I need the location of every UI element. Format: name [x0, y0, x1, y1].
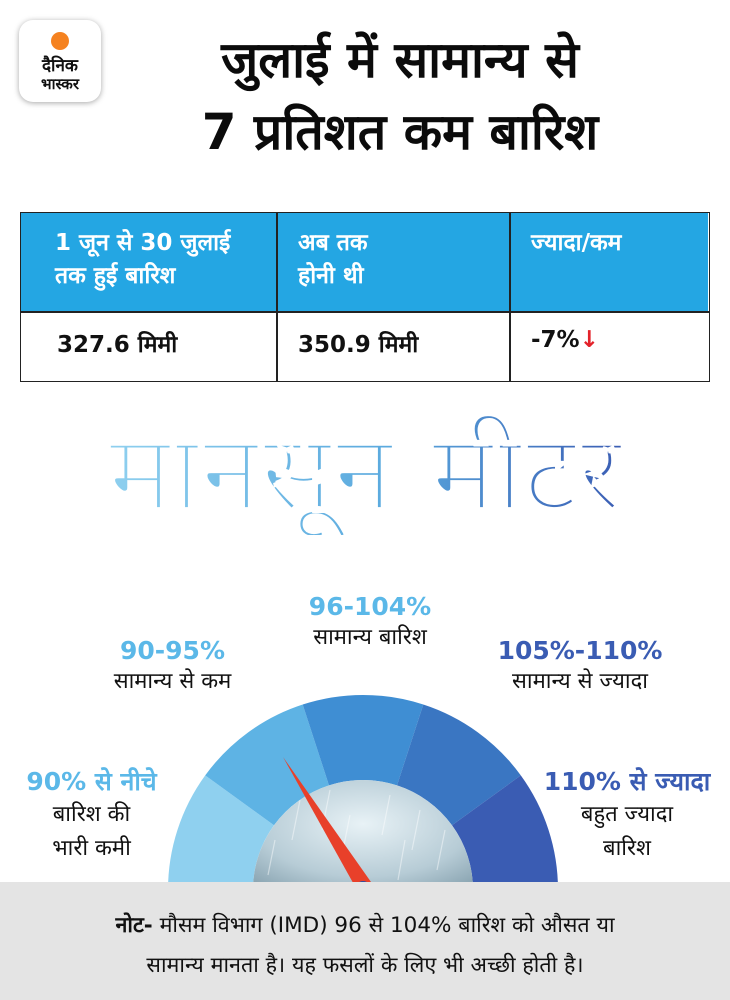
table-divider: [509, 213, 511, 381]
headline-line2: 7 प्रतिशत कम बारिश: [201, 103, 599, 161]
gauge-segment-normal: [302, 694, 424, 786]
table-value-expected: 350.9 मिमी: [298, 332, 419, 358]
table-divider: [276, 213, 278, 381]
label-above-desc: सामान्य से ज्यादा: [512, 669, 648, 694]
table-value-actual: 327.6 मिमी: [57, 332, 178, 358]
down-arrow-icon: ↓: [579, 327, 599, 353]
table-header-difference-line1: ज्यादा/कम: [531, 230, 622, 256]
rain-image: [253, 780, 473, 890]
label-normal-desc: सामान्य बारिश: [313, 625, 427, 650]
logo-text-line2: भास्कर: [41, 75, 79, 93]
gauge-segment-above: [397, 704, 521, 826]
table-value-difference: -7%↓: [509, 311, 708, 381]
label-very-low-pct: 90% से नीचे: [26, 767, 157, 796]
label-very-high: 110% से ज्यादा बहुत ज्यादा बारिश: [528, 764, 726, 866]
table-header-expected-line1: अब तक: [298, 230, 368, 256]
gauge-segment-below: [205, 704, 329, 826]
label-very-low-desc2: भारी कमी: [52, 836, 131, 861]
note-text-line1: मौसम विभाग (IMD) 96 से 104% बारिश को औसत…: [159, 913, 615, 938]
gauge-needle: [283, 757, 371, 890]
headline: जुलाई में सामान्य से 7 प्रतिशत कम बारिश: [110, 24, 690, 168]
label-very-low-desc1: बारिश की: [52, 802, 131, 827]
label-very-high-pct: 110% से ज्यादा: [543, 767, 711, 796]
gauge-segment-very-high: [452, 775, 559, 890]
note-text-line2: सामान्य मानता है। यह फसलों के लिए भी अच्…: [146, 953, 584, 978]
table-header-expected-line2: होनी थी: [298, 263, 364, 289]
note-box: नोट- मौसम विभाग (IMD) 96 से 104% बारिश क…: [0, 882, 730, 1000]
monsoon-meter-text: मानसून मीटर: [106, 415, 626, 535]
label-below-pct: 90-95%: [119, 636, 225, 665]
monsoon-meter-title: मानसून मीटर: [105, 415, 628, 535]
rainfall-stats-table: 1 जून से 30 जुलाई तक हुई बारिश अब तक होन…: [20, 212, 710, 382]
table-header-difference: ज्यादा/कम: [509, 213, 708, 311]
label-below: 90-95% सामान्य से कम: [60, 636, 285, 699]
label-very-low: 90% से नीचे बारिश की भारी कमी: [4, 764, 179, 866]
note-prefix: नोट-: [115, 913, 153, 938]
label-below-desc: सामान्य से कम: [113, 669, 232, 694]
logo-text-line1: दैनिक: [42, 56, 78, 76]
headline-line1: जुलाई में सामान्य से: [221, 31, 579, 89]
gauge-segment-very-low: [168, 775, 274, 890]
difference-value: -7%: [531, 327, 580, 353]
sun-icon: [51, 32, 69, 50]
dainik-bhaskar-logo: दैनिक भास्कर: [19, 20, 101, 102]
table-header-actual-line2: तक हुई बारिश: [55, 263, 176, 289]
label-above: 105%-110% सामान्य से ज्यादा: [460, 636, 700, 699]
label-very-high-desc1: बहुत ज्यादा: [580, 802, 674, 827]
table-header-actual: 1 जून से 30 जुलाई तक हुई बारिश: [21, 213, 276, 311]
table-divider: [21, 311, 709, 313]
label-normal-pct: 96-104%: [308, 592, 432, 621]
table-header-actual-line1: 1 जून से 30 जुलाई: [55, 230, 231, 256]
label-above-pct: 105%-110%: [497, 636, 663, 665]
label-normal: 96-104% सामान्य बारिश: [270, 592, 470, 655]
table-header-expected: अब तक होनी थी: [276, 213, 509, 311]
note-line1: नोट- मौसम विभाग (IMD) 96 से 104% बारिश क…: [20, 906, 710, 946]
monsoon-gauge: [168, 694, 559, 897]
label-very-high-desc2: बारिश: [603, 836, 651, 861]
